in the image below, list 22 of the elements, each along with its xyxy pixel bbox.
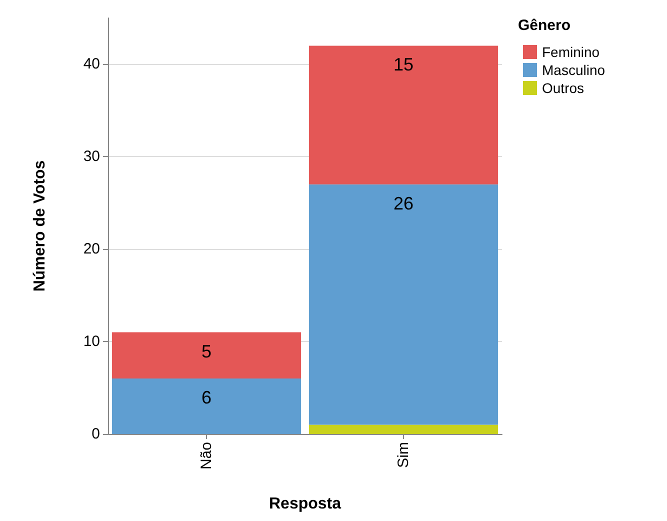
legend-label: Masculino: [542, 62, 606, 78]
x-axis-title: Resposta: [268, 496, 342, 512]
data-label: 5: [201, 341, 212, 362]
x-tick-label: Sim: [395, 442, 412, 468]
y-tick-label: 20: [83, 240, 100, 258]
bar: [112, 378, 302, 434]
bar: [308, 46, 498, 184]
y-axis-title: Número de Votos: [32, 160, 48, 292]
y-tick-label: 0: [92, 426, 100, 442]
legend-title: Gênero: [518, 17, 571, 34]
y-tick-label: 30: [83, 148, 100, 166]
y-tick-label: 40: [83, 56, 100, 73]
data-label: 26: [393, 193, 414, 214]
legend-label: Outros: [542, 80, 584, 96]
bar: [112, 332, 302, 379]
y-tick-label: 10: [83, 333, 100, 350]
data-label: 6: [201, 388, 212, 408]
bar: [308, 184, 498, 425]
bar: [308, 424, 498, 434]
data-label: 15: [393, 54, 414, 75]
x-tick-label: Não: [198, 442, 215, 470]
legend-label: Feminino: [542, 44, 600, 60]
